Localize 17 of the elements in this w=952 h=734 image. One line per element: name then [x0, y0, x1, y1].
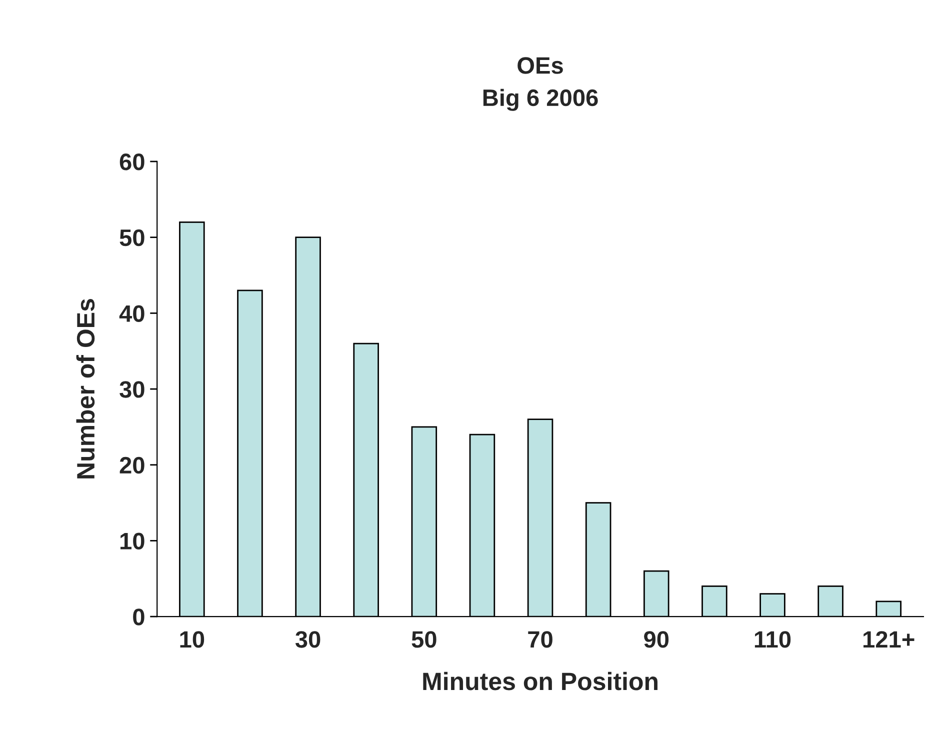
y-axis-title: Number of OEs: [76, 299, 95, 478]
x-tick-label: 121+: [864, 631, 914, 648]
y-tick-label: 30: [120, 381, 144, 398]
chart-title: OEs Big 6 2006: [483, 57, 598, 111]
x-tick-label: 30: [295, 631, 320, 648]
x-tick-label: 70: [528, 631, 552, 648]
y-tick-label: 10: [120, 532, 144, 550]
x-tick-label: 50: [412, 631, 436, 648]
y-tick-label: 0: [133, 608, 144, 626]
y-tick-label: 50: [120, 229, 144, 246]
y-tick-label: 20: [120, 456, 144, 474]
y-tick-label: 40: [119, 305, 144, 322]
y-tick-label: 60: [120, 154, 144, 170]
x-axis-title: Minutes on Position: [423, 672, 658, 690]
x-tick-label: 10: [180, 631, 204, 648]
x-tick-label: 110: [754, 631, 791, 648]
x-tick-label: 90: [644, 631, 669, 648]
